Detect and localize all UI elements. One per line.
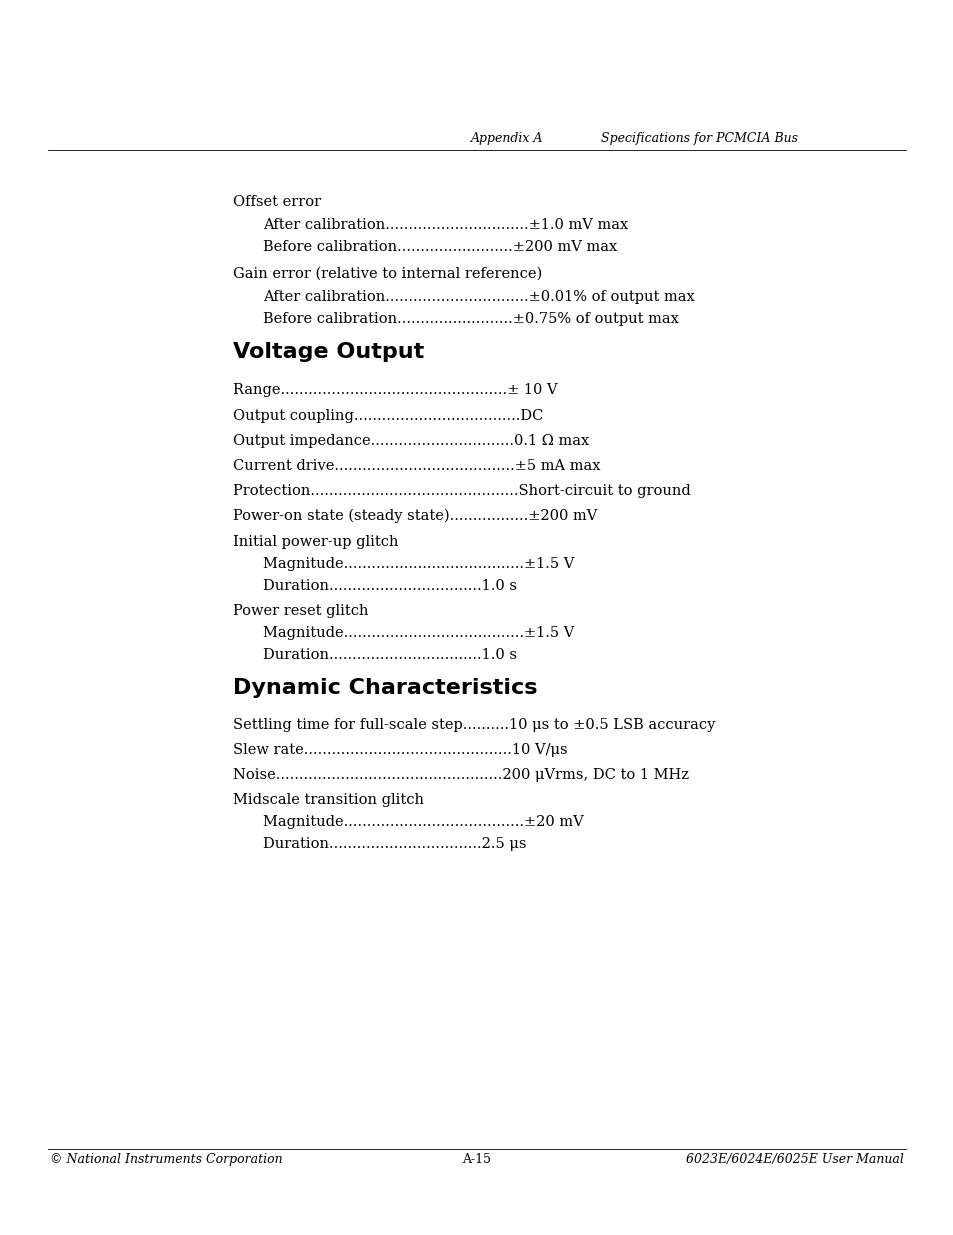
Text: Dynamic Characteristics: Dynamic Characteristics	[233, 678, 537, 698]
Text: Gain error (relative to internal reference): Gain error (relative to internal referen…	[233, 267, 541, 282]
Text: Duration.................................1.0 s: Duration................................…	[263, 579, 517, 593]
Text: Current drive.......................................±5 mA max: Current drive...........................…	[233, 459, 599, 473]
Text: Specifications for PCMCIA Bus: Specifications for PCMCIA Bus	[601, 132, 798, 144]
Text: After calibration...............................±1.0 mV max: After calibration.......................…	[263, 219, 628, 232]
Text: Offset error: Offset error	[233, 195, 321, 209]
Text: Magnitude.......................................±1.5 V: Magnitude...............................…	[263, 557, 574, 571]
Text: © National Instruments Corporation: © National Instruments Corporation	[50, 1153, 282, 1166]
Text: Before calibration.........................±0.75% of output max: Before calibration......................…	[263, 312, 679, 326]
Text: Power-on state (steady state).................±200 mV: Power-on state (steady state)...........…	[233, 509, 597, 524]
Text: Magnitude.......................................±20 mV: Magnitude...............................…	[263, 815, 583, 829]
Text: Output impedance...............................0.1 Ω max: Output impedance........................…	[233, 433, 589, 448]
Text: Initial power-up glitch: Initial power-up glitch	[233, 535, 398, 550]
Text: Settling time for full-scale step..........10 μs to ±0.5 LSB accuracy: Settling time for full-scale step.......…	[233, 718, 715, 732]
Text: Duration.................................2.5 μs: Duration................................…	[263, 837, 526, 851]
Text: A-15: A-15	[462, 1153, 491, 1166]
Text: Slew rate.............................................10 V/μs: Slew rate...............................…	[233, 743, 567, 757]
Text: Range.................................................± 10 V: Range...................................…	[233, 383, 558, 396]
Text: Voltage Output: Voltage Output	[233, 342, 424, 362]
Text: Magnitude.......................................±1.5 V: Magnitude...............................…	[263, 626, 574, 640]
Text: After calibration...............................±0.01% of output max: After calibration.......................…	[263, 290, 694, 304]
Text: Protection.............................................Short-circuit to ground: Protection..............................…	[233, 484, 690, 498]
Text: Midscale transition glitch: Midscale transition glitch	[233, 793, 423, 806]
Text: Output coupling....................................DC: Output coupling.........................…	[233, 409, 543, 424]
Text: 6023E/6024E/6025E User Manual: 6023E/6024E/6025E User Manual	[685, 1153, 903, 1166]
Text: Before calibration.........................±200 mV max: Before calibration......................…	[263, 240, 617, 254]
Text: Noise.................................................200 μVrms, DC to 1 MHz: Noise...................................…	[233, 768, 688, 782]
Text: Appendix A: Appendix A	[471, 132, 542, 144]
Text: Power reset glitch: Power reset glitch	[233, 604, 368, 618]
Text: Duration.................................1.0 s: Duration................................…	[263, 648, 517, 662]
